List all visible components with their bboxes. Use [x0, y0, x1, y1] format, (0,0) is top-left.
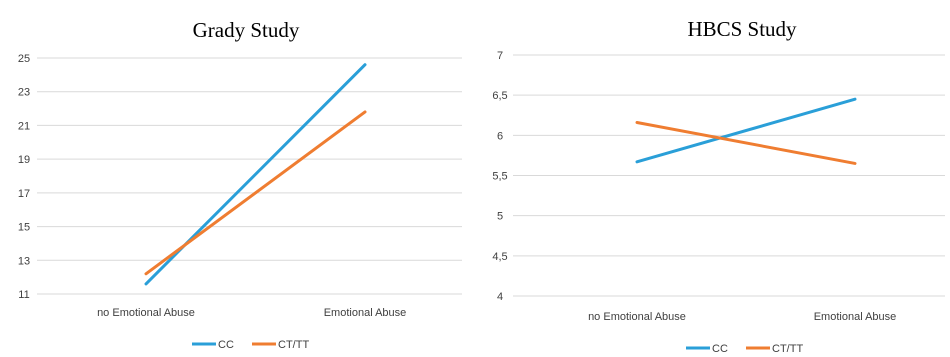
y-tick-label: 19: [18, 154, 30, 166]
legend-label-cc: CC: [712, 343, 728, 355]
x-category-label: no Emotional Abuse: [97, 307, 195, 319]
y-tick-label: 5,5: [492, 171, 507, 183]
y-tick-label: 21: [18, 120, 30, 132]
chart-title-grady: Grady Study: [193, 18, 300, 42]
y-tick-label: 5: [497, 211, 503, 223]
x-category-label: no Emotional Abuse: [588, 311, 686, 323]
chart-title-hbcs: HBCS Study: [687, 17, 797, 41]
series-line-ct-tt: [635, 120, 857, 165]
y-tick-label: 23: [18, 87, 30, 99]
y-tick-label: 6,5: [492, 90, 507, 102]
y-tick-label: 6: [497, 130, 503, 142]
y-tick-label: 13: [18, 255, 30, 267]
y-tick-label: 15: [18, 222, 30, 234]
series-line-ct-tt: [144, 110, 367, 276]
legend-label-ct-tt: CT/TT: [278, 339, 309, 351]
y-tick-label: 17: [18, 188, 30, 200]
y-tick-label: 7: [497, 50, 503, 62]
chart-hbcs: 4 4,5 5 5,5 6 6,5 7 no Emotional Abuse Emotional…: [492, 50, 945, 355]
y-tick-label: 11: [18, 289, 29, 301]
series-line-cc: [635, 97, 857, 164]
chart-grady: 11 13 15 17 19 21 23 25 no Emotional Abuse Emotio…: [18, 53, 462, 351]
legend-label-ct-tt: CT/TT: [772, 343, 803, 355]
y-tick-label: 4: [497, 291, 503, 303]
legend-label-cc: CC: [218, 339, 234, 351]
x-category-label: Emotional Abuse: [324, 307, 407, 319]
x-category-label: Emotional Abuse: [814, 311, 897, 323]
y-tick-label: 4,5: [492, 251, 507, 263]
y-tick-label: 25: [18, 53, 30, 65]
